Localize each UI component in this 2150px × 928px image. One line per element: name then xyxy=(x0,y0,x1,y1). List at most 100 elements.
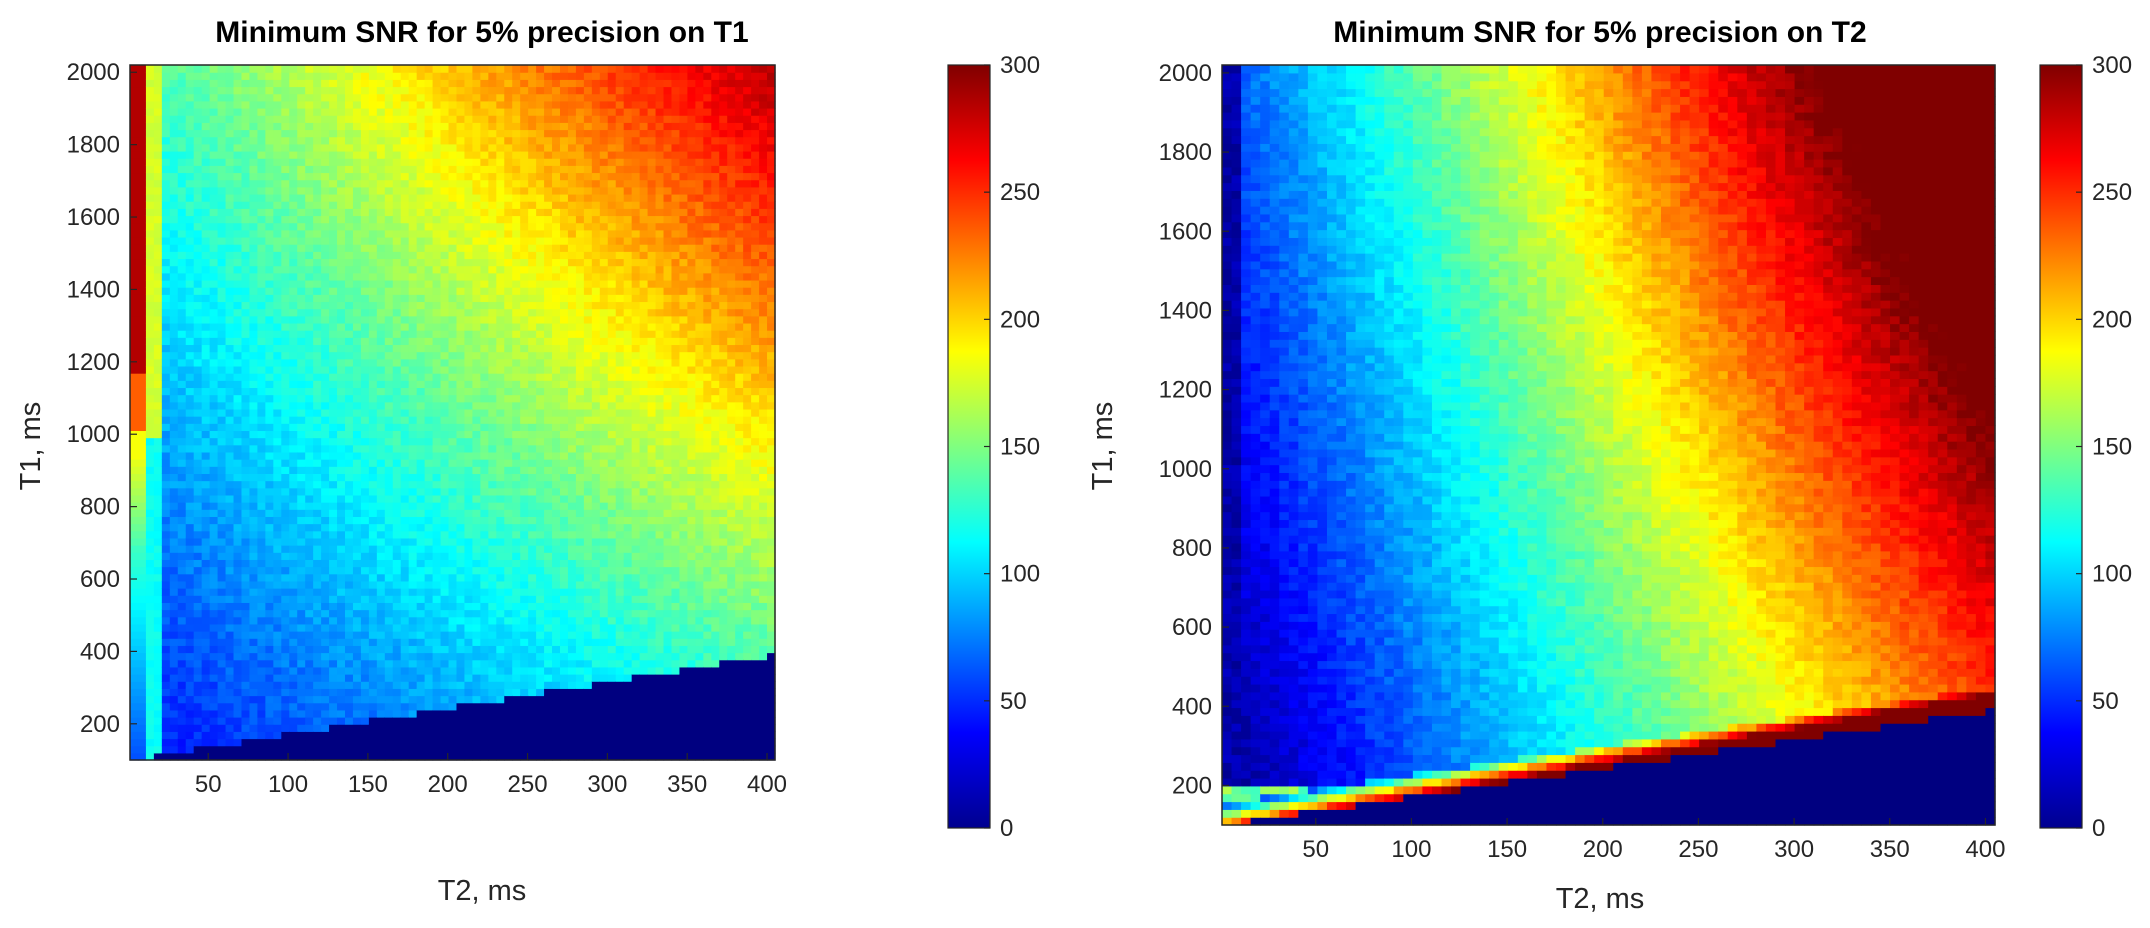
heatmap-cell xyxy=(504,365,513,374)
heatmap-cell xyxy=(209,158,219,166)
heatmap-cell xyxy=(337,674,346,682)
heatmap-cell xyxy=(352,72,362,80)
heatmap-cell xyxy=(329,688,338,697)
heatmap-cell xyxy=(225,487,235,496)
heatmap-cell xyxy=(209,358,219,367)
heatmap-cell xyxy=(329,645,338,654)
heatmap-cell xyxy=(321,358,330,367)
heatmap-cell xyxy=(440,258,450,267)
heatmap-cell xyxy=(528,616,537,625)
heatmap-cell xyxy=(305,115,314,123)
heatmap-cell xyxy=(177,193,187,202)
heatmap-cell xyxy=(352,93,362,102)
heatmap-cell xyxy=(376,609,386,618)
heatmap-cell xyxy=(169,638,179,646)
heatmap-cell xyxy=(368,487,378,496)
heatmap-cell xyxy=(384,86,394,95)
heatmap-cell xyxy=(408,573,418,582)
heatmap-cell xyxy=(368,724,378,732)
heatmap-cell xyxy=(225,158,235,166)
heatmap-cell xyxy=(321,330,330,338)
heatmap-cell xyxy=(480,709,489,718)
heatmap-cell xyxy=(337,301,346,310)
heatmap-cell xyxy=(313,487,322,496)
heatmap-cell xyxy=(352,545,362,553)
heatmap-cell xyxy=(352,401,362,410)
heatmap-cell xyxy=(273,122,282,131)
heatmap-cell xyxy=(536,623,545,632)
heatmap-cell xyxy=(233,444,243,453)
heatmap-cell xyxy=(145,509,155,517)
heatmap-cell xyxy=(392,523,402,532)
heatmap-cell xyxy=(464,638,473,646)
heatmap-cell xyxy=(249,387,258,396)
heatmap-cell xyxy=(145,444,155,453)
heatmap-cell xyxy=(185,301,195,310)
heatmap-cell xyxy=(496,580,505,589)
heatmap-cell xyxy=(273,251,282,260)
heatmap-cell xyxy=(233,688,243,697)
heatmap-cell xyxy=(416,394,426,403)
heatmap-cell xyxy=(496,337,505,346)
heatmap-cell xyxy=(289,588,298,596)
heatmap-cell xyxy=(241,595,251,603)
heatmap-cell xyxy=(137,344,147,353)
heatmap-cell xyxy=(536,566,545,575)
heatmap-cell xyxy=(400,129,410,138)
heatmap-cell xyxy=(488,451,497,460)
heatmap-cell xyxy=(352,509,362,517)
heatmap-cell xyxy=(408,566,418,575)
heatmap-cell xyxy=(329,523,338,532)
heatmap-cell xyxy=(392,215,402,224)
heatmap-cell xyxy=(161,158,171,166)
heatmap-cell xyxy=(313,322,322,331)
heatmap-cell xyxy=(257,602,266,611)
heatmap-cell xyxy=(161,272,171,281)
heatmap-cell xyxy=(321,236,330,245)
heatmap-cell xyxy=(329,122,338,131)
heatmap-cell xyxy=(257,279,266,288)
heatmap-cell xyxy=(177,65,187,73)
heatmap-cell xyxy=(488,351,497,360)
heatmap-cell xyxy=(329,408,338,417)
heatmap-cell xyxy=(352,573,362,582)
heatmap-cell xyxy=(512,193,521,202)
heatmap-cell xyxy=(400,451,410,460)
heatmap-cell xyxy=(329,308,338,317)
heatmap-cell xyxy=(217,423,227,432)
heatmap-cell xyxy=(392,473,402,482)
heatmap-cell xyxy=(249,136,258,145)
heatmap-cell xyxy=(177,322,187,331)
heatmap-cell xyxy=(193,487,203,496)
heatmap-cell xyxy=(169,745,179,754)
heatmap-cell xyxy=(345,172,354,181)
heatmap-cell xyxy=(384,351,394,360)
heatmap-cell xyxy=(416,588,426,596)
heatmap-cell xyxy=(528,666,537,675)
heatmap-cell xyxy=(329,143,338,152)
heatmap-cell xyxy=(273,416,282,424)
heatmap-cell xyxy=(265,537,274,546)
heatmap-cell xyxy=(424,580,434,589)
heatmap-cell xyxy=(297,150,306,159)
heatmap-cell xyxy=(209,373,219,381)
heatmap-cell xyxy=(130,222,139,231)
heatmap-cell xyxy=(329,437,338,446)
heatmap-cell xyxy=(384,638,394,646)
heatmap-cell xyxy=(161,186,171,195)
heatmap-cell xyxy=(225,201,235,209)
heatmap-cell xyxy=(504,459,513,467)
heatmap-cell xyxy=(392,107,402,116)
heatmap-cell xyxy=(360,65,370,73)
heatmap-cell xyxy=(360,115,370,123)
heatmap-cell xyxy=(368,287,378,295)
heatmap-cell xyxy=(488,559,497,568)
heatmap-cell xyxy=(376,623,386,632)
heatmap-cell xyxy=(400,717,410,725)
heatmap-cell xyxy=(345,380,354,389)
heatmap-cell xyxy=(137,416,147,424)
heatmap-cell xyxy=(376,100,386,109)
heatmap-cell xyxy=(185,351,195,360)
heatmap-cell xyxy=(313,107,322,116)
heatmap-cell xyxy=(408,502,418,510)
